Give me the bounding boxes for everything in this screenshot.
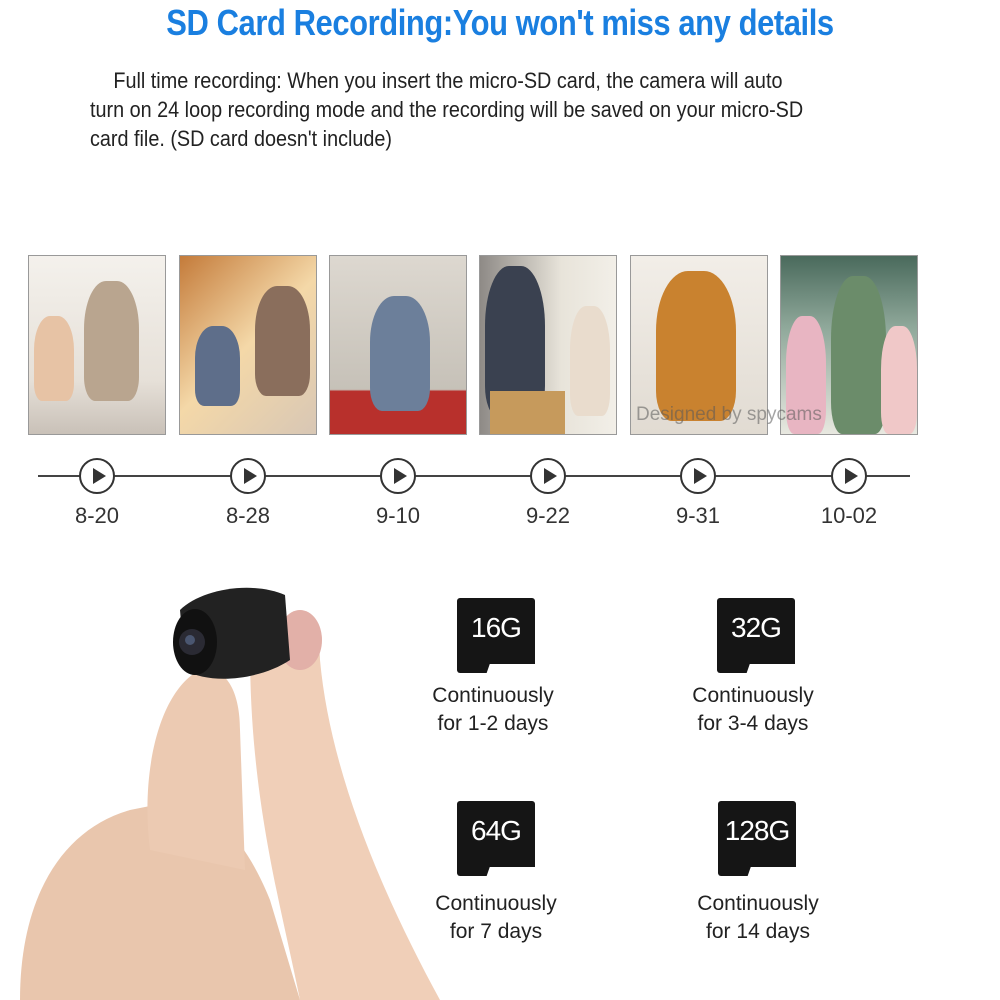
date-label: 9-10	[375, 503, 421, 528]
photo-1	[28, 255, 166, 435]
play-circle-icon[interactable]	[79, 458, 115, 494]
capacity-label: 64G	[471, 815, 522, 846]
date-label: 9-22	[525, 503, 571, 528]
description: Full time recording: When you insert the…	[90, 66, 810, 153]
caption-line: for 14 days	[706, 920, 810, 943]
card-caption: Continuously for 7 days	[411, 890, 581, 946]
sd-card-16g: 16G	[457, 598, 535, 673]
sd-card-128g: 128G	[718, 801, 796, 876]
play-circle-icon[interactable]	[831, 458, 867, 494]
caption-line: for 7 days	[449, 920, 543, 943]
camera-in-hand-image	[20, 587, 440, 1000]
card-caption: Continuously for 3-4 days	[668, 682, 838, 738]
photo-4	[479, 255, 617, 435]
caption-line: for 3-4 days	[697, 712, 809, 735]
capacity-label: 32G	[731, 612, 782, 643]
caption-line: Continuously	[432, 684, 554, 707]
timeline-line	[38, 475, 910, 477]
play-circle-icon[interactable]	[530, 458, 566, 494]
photo-2	[179, 255, 317, 435]
page-title: SD Card Recording:You won't miss any det…	[166, 2, 834, 43]
play-circle-icon[interactable]	[680, 458, 716, 494]
caption-line: for 1-2 days	[437, 712, 549, 735]
date-label: 8-28	[225, 503, 271, 528]
caption-line: Continuously	[697, 892, 819, 915]
sd-card-64g: 64G	[457, 801, 535, 876]
caption-line: Continuously	[435, 892, 557, 915]
date-label: 9-31	[675, 503, 721, 528]
photo-6	[780, 255, 918, 435]
caption-line: Continuously	[692, 684, 814, 707]
card-caption: Continuously for 1-2 days	[408, 682, 578, 738]
description-text: Full time recording: When you insert the…	[90, 68, 804, 151]
date-label: 10-02	[820, 503, 878, 528]
play-circle-icon[interactable]	[230, 458, 266, 494]
photo-3	[329, 255, 467, 435]
capacity-label: 128G	[724, 815, 791, 846]
date-label: 8-20	[74, 503, 120, 528]
card-caption: Continuously for 14 days	[673, 890, 843, 946]
watermark: Designed by spycams	[636, 404, 822, 425]
sd-card-32g: 32G	[717, 598, 795, 673]
play-circle-icon[interactable]	[380, 458, 416, 494]
capacity-label: 16G	[471, 612, 522, 643]
photo-5	[630, 255, 768, 435]
